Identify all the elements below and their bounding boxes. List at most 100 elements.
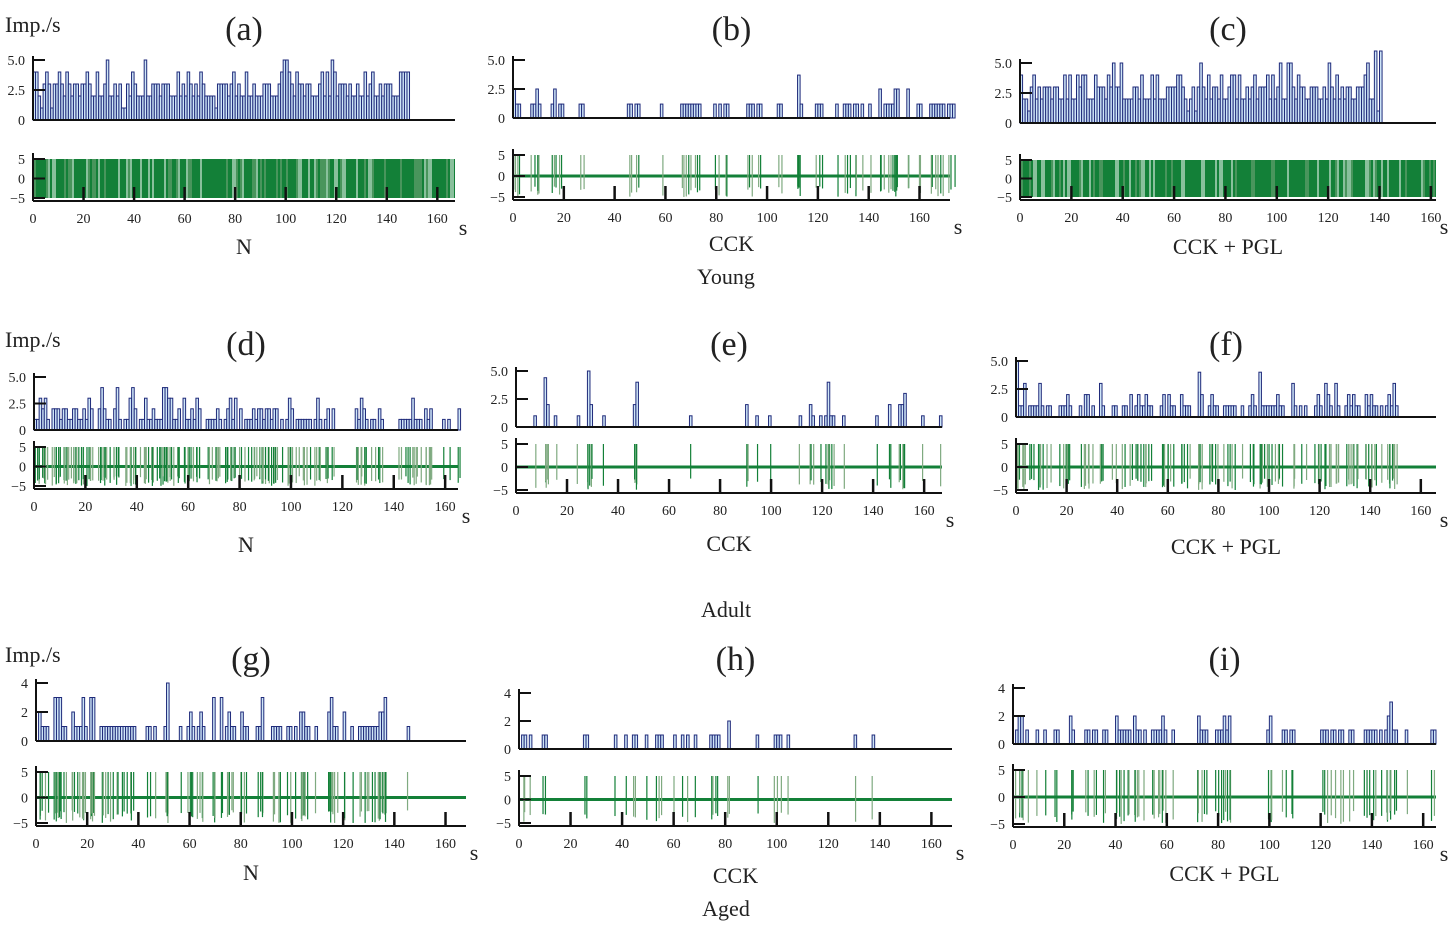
histogram-bar bbox=[1373, 729, 1378, 745]
histogram-bar bbox=[326, 408, 331, 431]
histogram-bar bbox=[1253, 405, 1257, 418]
spike-trace-fill bbox=[33, 159, 455, 198]
histogram-y-tick-label: 5.0 bbox=[991, 355, 1009, 370]
histogram-bar bbox=[635, 381, 639, 428]
x-tick-label: 160 bbox=[1413, 838, 1434, 853]
histogram-bar bbox=[528, 734, 533, 750]
histogram-bar bbox=[659, 103, 664, 119]
x-tick-label: 40 bbox=[611, 504, 625, 519]
histogram-y-tick-label: 4 bbox=[998, 682, 1005, 697]
histogram-bar bbox=[177, 408, 181, 431]
x-tick-label: 140 bbox=[1369, 211, 1390, 226]
histogram-bar bbox=[887, 404, 892, 428]
histogram-bar bbox=[1025, 729, 1029, 745]
histogram-bar bbox=[418, 418, 423, 431]
histogram-bar bbox=[1086, 729, 1091, 745]
x-tick-label: 80 bbox=[228, 212, 242, 227]
histogram-bar bbox=[868, 103, 872, 119]
x-tick-label: 0 bbox=[513, 504, 520, 519]
x-tick-label: 120 bbox=[812, 504, 833, 519]
x-tick-label: 100 bbox=[1266, 211, 1287, 226]
x-tick-label: 80 bbox=[718, 837, 732, 852]
histogram-bar bbox=[768, 415, 772, 428]
trace-y-tick-label: −5 bbox=[993, 484, 1008, 499]
histogram-bar bbox=[688, 415, 693, 428]
x-tick-label: 120 bbox=[807, 211, 828, 226]
histogram-bar bbox=[1284, 729, 1288, 745]
histogram-bar bbox=[1233, 405, 1237, 418]
histogram-bar bbox=[693, 734, 698, 750]
x-tick-label: 80 bbox=[709, 211, 723, 226]
panel-b: (b) 0 2.5 5.0 −5 0 5 0 20 40 60 80 100 120 140 160 s CCK bbox=[488, 11, 963, 256]
histogram-bar bbox=[755, 734, 760, 750]
histogram-bar bbox=[1127, 729, 1132, 745]
histogram-bar bbox=[1200, 394, 1204, 418]
trace-y-tick-label: −5 bbox=[997, 191, 1012, 206]
histogram-bar bbox=[896, 88, 900, 119]
histogram-y-tick-label: 5.0 bbox=[491, 365, 509, 380]
histogram-bar bbox=[1379, 729, 1383, 745]
histogram-y-tick-label: 0 bbox=[1005, 117, 1012, 132]
histogram-bar bbox=[1163, 729, 1168, 745]
histogram-bar bbox=[745, 404, 749, 428]
histogram-bar bbox=[778, 734, 783, 750]
spike-trace-fill bbox=[1020, 160, 1436, 197]
histogram-bar bbox=[380, 418, 384, 431]
histogram-y-tick-label: 0 bbox=[1001, 411, 1008, 426]
histogram-y-tick-label: 2.5 bbox=[9, 398, 27, 413]
histogram-bar bbox=[725, 103, 730, 119]
trace-y-tick-label: 0 bbox=[1005, 173, 1012, 188]
trace-y-tick-label: −5 bbox=[13, 817, 28, 832]
x-tick-label: 60 bbox=[662, 504, 676, 519]
histogram-bar bbox=[1227, 715, 1232, 745]
x-tick-label: 80 bbox=[234, 837, 248, 852]
histogram-bar bbox=[233, 397, 238, 431]
spike-trace bbox=[519, 776, 952, 823]
histogram-bar bbox=[1043, 729, 1047, 745]
x-tick-label: 60 bbox=[1167, 211, 1181, 226]
trace-y-tick-label: 0 bbox=[19, 461, 26, 476]
histogram-bar bbox=[46, 418, 50, 431]
x-tick-label: 60 bbox=[667, 837, 681, 852]
histogram-bar bbox=[860, 103, 865, 119]
histogram-bar bbox=[875, 415, 879, 428]
histogram-y-tick-label: 4 bbox=[504, 687, 511, 702]
trace-y-tick-label: 5 bbox=[504, 770, 511, 785]
panel-d: (d) Imp./s 0 2.5 5.0 −5 0 5 0 20 40 60 80 100 120 140 16… bbox=[5, 326, 470, 557]
histogram-bar bbox=[219, 697, 224, 742]
histogram-bar bbox=[1325, 729, 1329, 745]
x-tick-label: 60 bbox=[1160, 838, 1174, 853]
x-tick-label: 0 bbox=[30, 212, 37, 227]
histogram-y-tick-label: 5.0 bbox=[488, 54, 506, 69]
histogram-bar bbox=[1143, 729, 1147, 745]
spike-trace bbox=[516, 444, 942, 490]
histogram-bar bbox=[553, 415, 558, 428]
histogram-bar bbox=[308, 418, 313, 431]
histogram-bar bbox=[239, 408, 243, 431]
x-tick-label: 120 bbox=[1318, 211, 1339, 226]
spike-trace bbox=[34, 447, 461, 486]
histogram-bar bbox=[1114, 405, 1118, 418]
panel-f: (f) 0 2.5 5.0 −5 0 5 0 20 40 60 80 100 120 140 160 s CCK … bbox=[991, 326, 1449, 559]
x-tick-label: 140 bbox=[858, 211, 879, 226]
histogram-bar bbox=[1215, 405, 1219, 418]
histogram-bar bbox=[1124, 405, 1128, 418]
histogram-bar bbox=[906, 88, 910, 119]
condition-label: N bbox=[238, 532, 254, 557]
x-tick-label: 0 bbox=[510, 211, 517, 226]
x-tick-label: 40 bbox=[1110, 504, 1124, 519]
trace-y-tick-label: 0 bbox=[18, 173, 25, 188]
spike-trace bbox=[33, 159, 455, 198]
histogram-y-tick-label: 2.5 bbox=[991, 383, 1009, 398]
x-unit-label: s bbox=[946, 507, 955, 532]
y-axis-label: Imp./s bbox=[5, 327, 61, 352]
group-label-aged: Aged bbox=[702, 896, 750, 921]
histogram-bar bbox=[842, 415, 846, 428]
histogram-bar bbox=[871, 734, 876, 750]
condition-label: CCK + PGL bbox=[1169, 861, 1279, 886]
histogram-bar bbox=[91, 697, 96, 742]
histogram-bar bbox=[1379, 50, 1383, 124]
histogram-bar bbox=[751, 103, 755, 119]
histogram-bar bbox=[278, 726, 283, 742]
histogram-y-tick-label: 2.5 bbox=[8, 84, 26, 99]
